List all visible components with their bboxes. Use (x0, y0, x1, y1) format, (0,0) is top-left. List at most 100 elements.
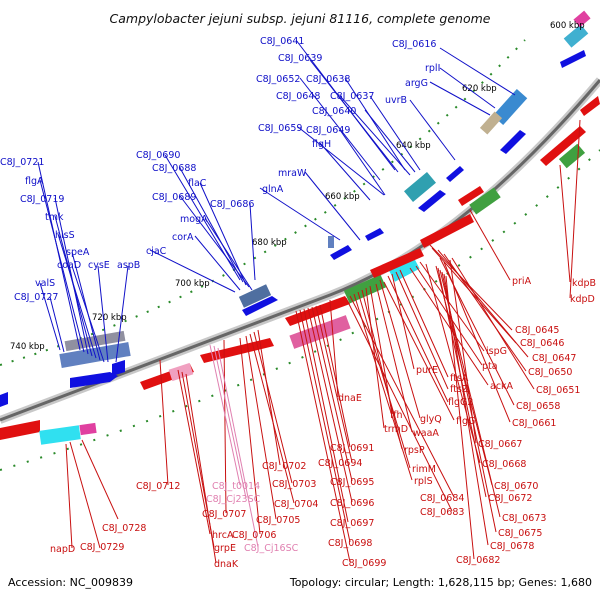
gene-label[interactable]: C8J_0668 (482, 459, 526, 470)
gene-label[interactable]: uvrB (385, 95, 407, 106)
gene-label[interactable]: C8J_0659 (258, 123, 302, 134)
gene-label[interactable]: dnaE (338, 393, 362, 404)
gene-label[interactable]: C8J_0697 (330, 518, 374, 529)
gene-feature[interactable] (39, 425, 81, 445)
gene-label[interactable]: hisS (55, 230, 75, 241)
gene-label[interactable]: C8J_0695 (330, 477, 374, 488)
gene-label[interactable]: C8J_0675 (498, 528, 542, 539)
gene-label[interactable]: C8J_0688 (152, 163, 196, 174)
gene-label[interactable]: purE (416, 365, 438, 376)
gene-label[interactable]: C8J_0721 (0, 157, 44, 168)
gene-label[interactable]: ffh (390, 410, 403, 421)
gene-feature[interactable] (404, 171, 436, 203)
gene-label[interactable]: C8J_0689 (152, 192, 196, 203)
gene-label[interactable]: hrcA (212, 530, 234, 541)
gene-label[interactable]: C8J_0640 (312, 106, 356, 117)
gene-label[interactable]: argG (405, 78, 428, 89)
gene-label[interactable]: C8J_0672 (488, 493, 532, 504)
gene-feature[interactable] (418, 190, 446, 212)
gene-feature[interactable] (420, 214, 474, 248)
gene-label[interactable]: C8J_0696 (330, 498, 374, 509)
gene-label[interactable]: C8J_0682 (456, 555, 500, 566)
gene-feature[interactable] (500, 130, 526, 154)
gene-label[interactable]: aspB (117, 260, 140, 271)
gene-label[interactable]: rimM (412, 464, 436, 475)
gene-label[interactable]: C8J_0702 (262, 461, 306, 472)
gene-feature[interactable] (330, 245, 352, 260)
gene-label[interactable]: rplS (414, 476, 433, 487)
gene-label[interactable]: C8J_0684 (420, 493, 464, 504)
gene-label[interactable]: flgH (312, 139, 331, 150)
gene-label[interactable]: kdpB (572, 278, 596, 289)
gene-label[interactable]: C8J_0670 (494, 481, 538, 492)
gene-label[interactable]: trmD (384, 424, 408, 435)
gene-label[interactable]: flaC (188, 178, 207, 189)
gene-feature[interactable] (540, 126, 586, 166)
gene-label[interactable]: coaD (57, 260, 81, 271)
gene-label[interactable]: C8J_0683 (420, 507, 464, 518)
gene-feature[interactable] (560, 50, 586, 68)
gene-label[interactable]: napD (50, 544, 75, 555)
gene-label[interactable]: C8J_0694 (318, 458, 362, 469)
rna-label[interactable]: C8J_Cj16SC (244, 543, 299, 554)
gene-feature[interactable] (563, 24, 589, 48)
gene-label[interactable]: C8J_0698 (328, 538, 372, 549)
gene-feature[interactable] (200, 338, 274, 363)
gene-label[interactable]: C8J_0729 (80, 542, 124, 553)
gene-label[interactable]: pta (482, 361, 498, 372)
gene-label[interactable]: ackA (490, 381, 514, 392)
gene-feature[interactable] (242, 296, 278, 316)
gene-label[interactable]: mraW (278, 168, 307, 179)
gene-feature[interactable] (458, 186, 484, 206)
gene-feature[interactable] (370, 248, 424, 278)
gene-label[interactable]: C8J_0638 (306, 74, 350, 85)
gene-label[interactable]: flgG2 (448, 397, 473, 408)
gene-label[interactable]: C8J_0639 (278, 53, 322, 64)
gene-label[interactable]: waaA (413, 428, 439, 439)
gene-label[interactable]: C8J_0705 (256, 515, 300, 526)
gene-label[interactable]: C8J_0651 (536, 385, 580, 396)
gene-label[interactable]: C8J_0661 (512, 418, 556, 429)
gene-label[interactable]: ftsA (450, 373, 469, 384)
gene-feature[interactable] (0, 392, 8, 407)
gene-label[interactable]: flgG (456, 416, 475, 427)
gene-label[interactable]: ftsZ (450, 384, 469, 395)
gene-label[interactable]: tmk (45, 212, 64, 223)
gene-label[interactable]: cysE (88, 260, 110, 271)
gene-label[interactable]: C8J_0647 (532, 353, 576, 364)
gene-label[interactable]: kdpD (570, 294, 595, 305)
gene-label[interactable]: C8J_0678 (490, 541, 534, 552)
rna-label[interactable]: C8J_t0014 (212, 481, 260, 492)
gene-label[interactable]: C8J_0658 (516, 401, 560, 412)
gene-label[interactable]: rplI (425, 63, 440, 74)
gene-label[interactable]: C8J_0691 (330, 443, 374, 454)
gene-feature[interactable] (479, 111, 503, 135)
gene-feature[interactable] (573, 10, 591, 28)
gene-feature[interactable] (238, 284, 272, 308)
gene-label[interactable]: C8J_0652 (256, 74, 300, 85)
gene-label[interactable]: C8J_0673 (502, 513, 546, 524)
gene-label[interactable]: C8J_0706 (232, 530, 276, 541)
gene-label[interactable]: C8J_0667 (478, 439, 522, 450)
gene-label[interactable]: flgA (25, 176, 44, 187)
gene-label[interactable]: grpE (214, 543, 236, 554)
gene-feature[interactable] (70, 372, 118, 388)
gene-label[interactable]: C8J_0728 (102, 523, 146, 534)
gene-label[interactable]: C8J_0690 (136, 150, 180, 161)
gene-feature[interactable] (492, 88, 528, 126)
gene-feature[interactable] (79, 422, 97, 436)
gene-label[interactable]: C8J_0637 (330, 91, 374, 102)
gene-label[interactable]: valS (35, 278, 55, 289)
gene-label[interactable]: C8J_0648 (276, 91, 320, 102)
gene-label[interactable]: C8J_0645 (515, 325, 559, 336)
gene-label[interactable]: corA (172, 232, 194, 243)
gene-label[interactable]: C8J_0616 (392, 39, 436, 50)
gene-label[interactable]: C8J_0641 (260, 36, 304, 47)
gene-label[interactable]: C8J_0703 (272, 479, 316, 490)
gene-label[interactable]: cjaC (146, 246, 167, 257)
gene-feature[interactable] (0, 420, 40, 440)
gene-feature[interactable] (289, 315, 351, 349)
gene-label[interactable]: glnA (262, 184, 284, 195)
gene-label[interactable]: priA (512, 276, 532, 287)
gene-label[interactable]: C8J_0686 (210, 199, 254, 210)
